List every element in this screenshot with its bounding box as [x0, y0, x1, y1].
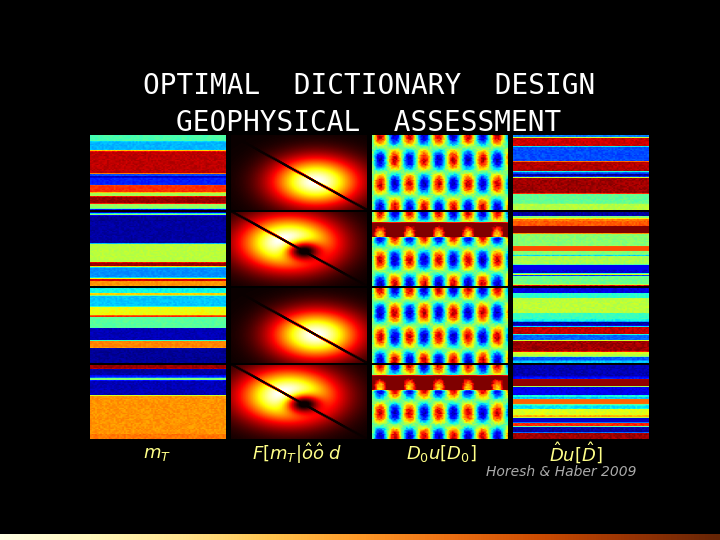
- Text: Horesh & Haber 2009: Horesh & Haber 2009: [486, 464, 637, 478]
- Text: GEOPHYSICAL  ASSESSMENT: GEOPHYSICAL ASSESSMENT: [176, 109, 562, 137]
- Text: $F[m_T|\hat{o}\hat{o}\;d$: $F[m_T|\hat{o}\hat{o}\;d$: [252, 441, 341, 466]
- Text: $D_0 u[D_0]$: $D_0 u[D_0]$: [406, 443, 477, 464]
- Text: $m_T$: $m_T$: [143, 444, 171, 463]
- Text: OPTIMAL  DICTIONARY  DESIGN: OPTIMAL DICTIONARY DESIGN: [143, 72, 595, 100]
- Text: $\hat{D}u[\hat{D}]$: $\hat{D}u[\hat{D}]$: [549, 441, 603, 466]
